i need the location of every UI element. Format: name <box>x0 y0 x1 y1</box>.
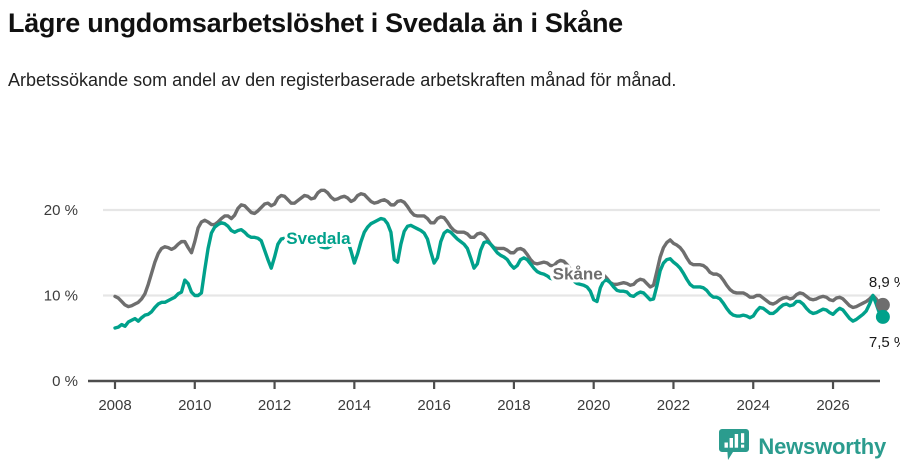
line-chart-svg: 0 % 10 % 20 % 2008 2010 2012 2014 2016 2018 2020… <box>44 188 900 414</box>
x-axis-tick-label: 2014 <box>338 397 371 414</box>
end-value-label-skåne: 8,9 % <box>869 274 900 291</box>
x-axis-tick-labels: 2008 2010 2012 2014 2016 2018 2020 2022 2024 2026 <box>98 397 849 414</box>
x-axis-tick-label: 2012 <box>258 397 291 414</box>
x-axis-tick-label: 2016 <box>417 397 450 414</box>
x-axis-tick-label: 2022 <box>657 397 690 414</box>
series-label-halo: Svedala <box>286 229 351 248</box>
page-title: Lägre ungdomsarbetslöshet i Svedala än i… <box>8 8 623 38</box>
y-axis-tick-label: 0 % <box>52 373 78 390</box>
series-end-value-labels: 8,9 % 7,5 % <box>869 274 900 351</box>
x-axis-tick-label: 2024 <box>737 397 770 414</box>
x-axis <box>88 379 880 389</box>
newsworthy-bar-chart-bubble-icon <box>719 428 750 466</box>
data-series <box>113 188 885 330</box>
end-value-label-svedala: 7,5 % <box>869 334 900 351</box>
y-axis-tick-label: 10 % <box>44 288 78 305</box>
gridlines <box>103 208 880 297</box>
y-axis-tick-label: 20 % <box>44 202 78 219</box>
x-axis-tick-label: 2026 <box>816 397 849 414</box>
x-axis-tick-label: 2008 <box>98 397 131 414</box>
series-label-halo: Skåne <box>553 264 603 283</box>
newsworthy-logo[interactable]: Newsworthy <box>719 428 886 466</box>
series-line-svedala <box>113 216 885 330</box>
series-endpoints <box>875 297 890 324</box>
series-label-skåne: Skåne <box>553 264 603 283</box>
x-axis-tick-label: 2020 <box>577 397 610 414</box>
y-axis-tick-labels: 0 % 10 % 20 % <box>44 202 78 390</box>
x-axis-tick-label: 2018 <box>497 397 530 414</box>
chart-plot-area: 0 % 10 % 20 % 2008 2010 2012 2014 2016 2018 2020… <box>0 150 900 420</box>
chart-subtitle: Arbetssökande som andel av den registerb… <box>8 70 677 90</box>
endpoint-dot-skåne <box>875 297 890 312</box>
series-line-skåne <box>113 188 885 310</box>
x-axis-tick-label: 2010 <box>178 397 211 414</box>
series-label-svedala: Svedala <box>286 229 351 248</box>
newsworthy-wordmark: Newsworthy <box>758 434 886 459</box>
endpoint-dot-svedala <box>875 309 890 324</box>
